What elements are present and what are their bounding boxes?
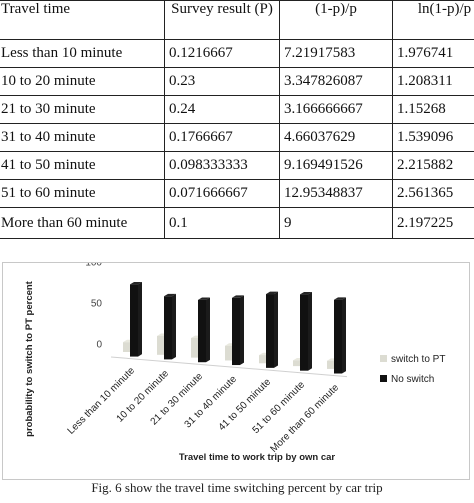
bar-front <box>232 297 240 366</box>
table-cell: 9 <box>279 207 393 239</box>
table-cell: 4.66037629 <box>279 123 393 152</box>
bar <box>300 292 312 371</box>
x-tick-label: More than 60 minute <box>268 382 341 455</box>
bar-top <box>198 297 210 300</box>
table-cell: 0.23 <box>164 67 280 96</box>
table-cell: 1.976741 <box>392 39 474 68</box>
chart-panel: 0 50 100 Less than 10 minute 10 to 20 minute… <box>2 262 470 480</box>
legend-swatch <box>380 375 387 382</box>
bar-front <box>327 360 335 369</box>
bar <box>266 291 278 368</box>
bar-top <box>266 291 278 295</box>
bar-side <box>342 297 346 374</box>
table-cell: 1.15268 <box>392 95 474 124</box>
table-header-row: Travel time Survey result (P) (1-p)/p ln(1-… <box>0 0 474 40</box>
bar-top <box>130 282 142 285</box>
bar-front <box>130 284 138 357</box>
bar <box>232 295 244 366</box>
bar-top <box>232 295 244 298</box>
table-cell: 2.197225 <box>392 207 474 239</box>
table-cell: 3.166666667 <box>279 95 393 124</box>
legend-label: No switch <box>391 374 434 385</box>
bar <box>164 293 176 360</box>
x-tick-label: Less than 10 minute <box>66 365 138 437</box>
table-header-cell: Travel time <box>0 0 165 40</box>
bar-front <box>164 296 172 360</box>
y-tick-label: 50 <box>91 299 103 310</box>
bar-top <box>164 293 176 297</box>
table-cell: 0.071666667 <box>164 179 280 208</box>
bar-side <box>172 293 176 360</box>
table-row: 51 to 60 minute 0.071666667 12.95348837 2.5… <box>0 179 474 208</box>
bar-front <box>300 294 308 371</box>
table-header-cell: Survey result (P) <box>164 0 280 40</box>
table-header-cell: ln(1-p)/p <box>392 0 474 40</box>
table-row: 21 to 30 minute 0.24 3.166666667 1.15268 <box>0 95 474 124</box>
bar-side <box>240 295 244 366</box>
table-row: 41 to 50 minute 0.098333333 9.169491526 2.2… <box>0 151 474 180</box>
bar-front <box>293 360 301 367</box>
table-cell: 2.215882 <box>392 151 474 180</box>
bar <box>130 282 142 357</box>
bar-top <box>300 292 312 295</box>
bar-front <box>157 335 165 355</box>
table-row: Less than 10 minute 0.1216667 7.21917583 1.… <box>0 39 474 68</box>
table-cell: 1.208311 <box>392 67 474 96</box>
bar-front <box>198 299 206 363</box>
table-cell: 1.539096 <box>392 123 474 152</box>
table-cell: 0.1216667 <box>164 39 280 68</box>
table-cell: 21 to 30 minute <box>0 95 165 124</box>
table-cell: 10 to 20 minute <box>0 67 165 96</box>
y-tick-label: 0 <box>96 340 102 351</box>
table-cell: 31 to 40 minute <box>0 123 165 152</box>
y-axis-title: probability to switch to PT percent <box>24 280 35 437</box>
bar-front <box>225 345 233 361</box>
figure-caption: Fig. 6 show the travel time switching pe… <box>91 480 383 495</box>
bar-front <box>266 294 274 368</box>
bar-front <box>191 337 199 358</box>
table-cell: 7.21917583 <box>279 39 393 68</box>
bar-side <box>206 297 210 363</box>
bar-top <box>334 297 346 300</box>
legend-swatch <box>380 355 387 362</box>
chart-floor-line <box>110 356 348 378</box>
table-row: More than 60 minute 0.1 9 2.197225 <box>0 207 474 239</box>
table-cell: 41 to 50 minute <box>0 151 165 180</box>
data-table: Travel time Survey result (P) (1-p)/p ln(1-… <box>0 0 474 239</box>
table-row: 31 to 40 minute 0.1766667 4.66037629 1.5390… <box>0 123 474 152</box>
bar-side <box>308 292 312 371</box>
bar-front <box>334 299 342 374</box>
table-cell: 0.1 <box>164 207 280 239</box>
table-cell: 3.347826087 <box>279 67 393 96</box>
bar <box>198 297 210 363</box>
table-cell: 12.95348837 <box>279 179 393 208</box>
y-tick-label: 100 <box>85 263 102 269</box>
bar-front <box>259 355 267 364</box>
bar-front <box>123 342 131 352</box>
table-cell: More than 60 minute <box>0 207 165 239</box>
table-cell: 51 to 60 minute <box>0 179 165 208</box>
table-cell: 9.169491526 <box>279 151 393 180</box>
table-cell: 0.24 <box>164 95 280 124</box>
table-cell: Less than 10 minute <box>0 39 165 68</box>
table-cell: 2.561365 <box>392 179 474 208</box>
table-row: 10 to 20 minute 0.23 3.347826087 1.208311 <box>0 67 474 96</box>
table-cell: 0.1766667 <box>164 123 280 152</box>
bar-side <box>274 291 278 368</box>
bar-side <box>138 282 142 357</box>
table-header-cell: (1-p)/p <box>279 0 393 40</box>
legend-label: switch to PT <box>391 354 445 365</box>
table-cell: 0.098333333 <box>164 151 280 180</box>
x-axis-title: Travel time to work trip by own car <box>179 452 336 463</box>
bar <box>334 297 346 374</box>
